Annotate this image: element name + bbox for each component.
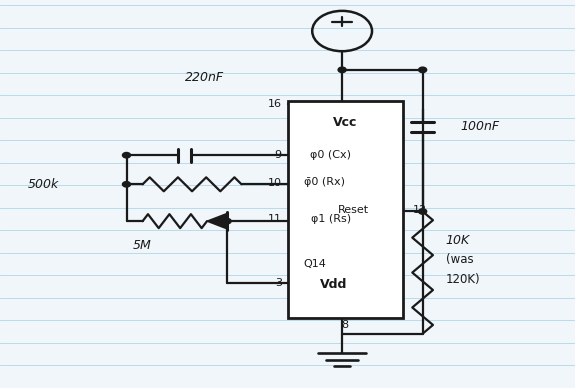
Text: 100nF: 100nF: [460, 120, 499, 133]
Text: φ1 (Rs): φ1 (Rs): [310, 214, 351, 224]
Text: Q14: Q14: [304, 259, 327, 269]
Circle shape: [122, 182, 131, 187]
Polygon shape: [207, 213, 227, 229]
Text: 11: 11: [268, 214, 282, 224]
Circle shape: [223, 218, 231, 224]
Text: 9: 9: [275, 150, 282, 160]
Text: 12: 12: [413, 205, 427, 215]
Text: (was: (was: [446, 253, 473, 267]
Circle shape: [338, 67, 346, 73]
Text: 220nF: 220nF: [185, 71, 224, 84]
Text: 10K: 10K: [446, 234, 470, 247]
Bar: [288, 101, 402, 318]
Text: Vdd: Vdd: [320, 277, 347, 291]
Circle shape: [122, 152, 131, 158]
Text: φ̄0 (Rx): φ̄0 (Rx): [304, 177, 346, 187]
Circle shape: [419, 67, 427, 73]
Text: 10: 10: [268, 178, 282, 188]
Text: Reset: Reset: [338, 205, 369, 215]
Text: 5M: 5M: [133, 239, 152, 252]
Text: 8: 8: [342, 320, 348, 330]
Text: Vcc: Vcc: [333, 116, 357, 129]
Text: 3: 3: [275, 278, 282, 288]
Text: 16: 16: [268, 99, 282, 109]
Text: φ0 (Cx): φ0 (Cx): [310, 150, 351, 160]
Text: 500k: 500k: [28, 178, 59, 191]
Text: 120K): 120K): [446, 273, 480, 286]
Circle shape: [419, 209, 427, 214]
